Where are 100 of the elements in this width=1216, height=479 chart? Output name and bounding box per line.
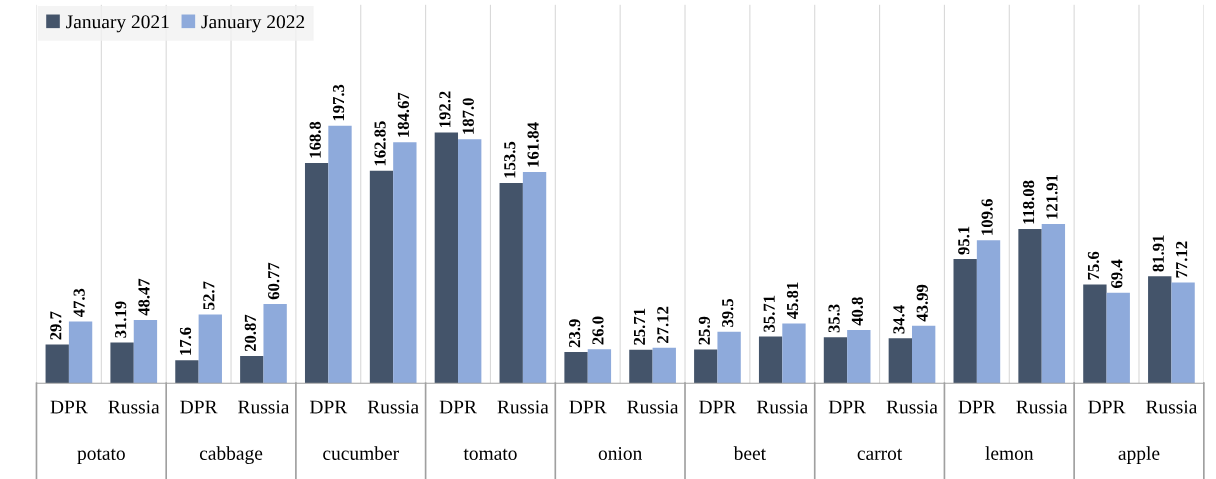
x-tick-label: DPR (50, 400, 88, 414)
data-label: 45.81 (786, 282, 799, 320)
data-label: 184.67 (397, 92, 410, 137)
bar (976, 240, 1001, 384)
bar (68, 321, 93, 384)
bar (1171, 282, 1195, 384)
data-label: 20.87 (244, 314, 257, 352)
bar (629, 349, 653, 384)
x-tick-label: DPR (180, 400, 218, 414)
bar (758, 336, 783, 384)
bar (522, 172, 547, 384)
data-label: 192.2 (439, 91, 451, 127)
data-label: 48.47 (138, 278, 150, 316)
bar (694, 349, 718, 384)
bar (953, 259, 977, 384)
bar (782, 323, 806, 384)
x-tick-label: DPR (958, 400, 996, 414)
data-label: 27.12 (657, 306, 669, 343)
data-label: 77.12 (1176, 241, 1188, 278)
text: carrot (857, 448, 903, 460)
data-label: 43.99 (916, 284, 928, 322)
data-label: 162.85 (374, 121, 386, 166)
bar (393, 142, 417, 384)
data-label: 25.71 (633, 308, 646, 345)
data-label: 168.8 (309, 121, 321, 158)
bar (240, 355, 264, 384)
bar (564, 352, 588, 384)
x-tick-label: DPR (309, 400, 348, 414)
x-tick-label: Russia (497, 400, 549, 414)
data-label: 95.1 (958, 226, 970, 255)
text: potato (77, 448, 125, 464)
data-label: 187.0 (462, 98, 474, 134)
text: beet (733, 446, 766, 460)
x-tick-label: Russia (1146, 400, 1198, 414)
bar (1041, 224, 1066, 384)
data-label: 29.7 (50, 311, 62, 340)
bar (499, 182, 523, 384)
bar (198, 314, 222, 384)
x-tick-label: DPR (1088, 400, 1126, 414)
x-tick-label: DPR (439, 400, 477, 414)
x-tick-label: Russia (1016, 400, 1068, 414)
data-label: 153.5 (504, 141, 516, 178)
bar (717, 331, 741, 384)
data-label: 23.9 (569, 319, 581, 348)
x-tick-label: Russia (367, 400, 419, 414)
bar (1106, 292, 1130, 384)
data-label: 39.5 (722, 298, 734, 327)
data-label: 34.4 (893, 305, 905, 334)
bar (823, 337, 848, 384)
data-label: 75.6 (1087, 251, 1100, 280)
bar (1083, 284, 1107, 384)
x-tick-label: Russia (756, 400, 808, 414)
data-label: 118.08 (1022, 180, 1035, 224)
x-tick-label: DPR (828, 400, 867, 414)
data-label: 109.6 (981, 199, 993, 235)
bar (847, 329, 871, 384)
text: onion (598, 446, 643, 460)
text: apple (1118, 446, 1160, 464)
data-label: 31.19 (115, 301, 127, 338)
bar (133, 319, 158, 384)
data-label: 161.84 (527, 122, 539, 167)
text: cucumber (323, 446, 399, 460)
bar (110, 342, 134, 384)
bar (369, 170, 394, 384)
data-label: 35.71 (763, 295, 775, 332)
bar (888, 338, 912, 384)
x-tick-label: DPR (699, 400, 737, 414)
bar (587, 349, 612, 384)
bar (304, 162, 329, 384)
bar (328, 125, 352, 384)
text: cabbage (199, 446, 263, 464)
x-tick-label: Russia (886, 400, 938, 414)
bar (175, 360, 199, 384)
data-label: 121.91 (1046, 174, 1058, 219)
data-label: 17.6 (179, 327, 192, 355)
x-tick-label: Russia (238, 400, 290, 414)
data-label: 40.8 (851, 297, 864, 326)
text: tomato (463, 448, 517, 460)
data-label: 52.7 (203, 281, 215, 310)
data-label: 69.4 (1111, 259, 1123, 288)
data-label: 25.9 (698, 316, 711, 345)
data-label: 60.77 (268, 262, 280, 300)
bar (1018, 229, 1042, 384)
text: lemon (985, 446, 1034, 460)
bar (458, 139, 482, 384)
bar (652, 347, 676, 384)
x-tick-label: DPR (569, 400, 607, 414)
legend-label: January 2022 (201, 15, 305, 33)
bar (263, 303, 287, 384)
data-label: 197.3 (332, 84, 345, 121)
bar (912, 325, 936, 384)
bar (45, 344, 69, 384)
x-tick-label: Russia (108, 400, 160, 414)
data-label: 47.3 (73, 288, 85, 318)
bar (434, 132, 459, 384)
data-label: 81.91 (1152, 235, 1164, 272)
x-tick-label: Russia (627, 400, 679, 414)
data-label: 35.3 (828, 304, 840, 333)
legend-label: January 2021 (66, 15, 169, 33)
data-label: 26.0 (592, 316, 604, 345)
